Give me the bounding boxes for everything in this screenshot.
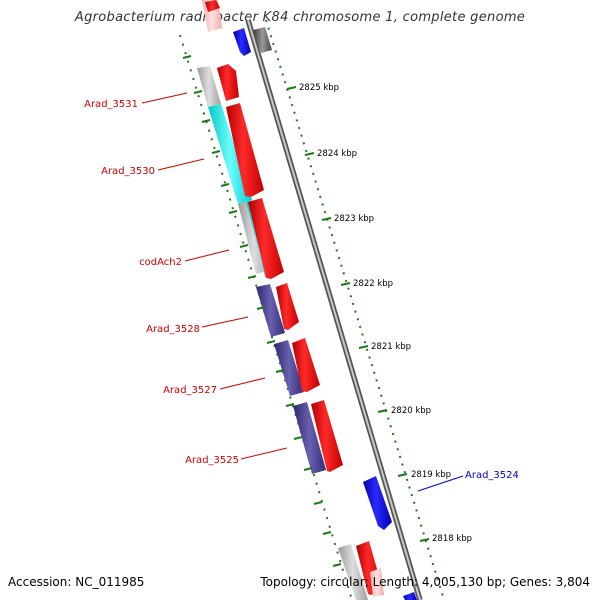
- gene-arrow-forward: [248, 198, 284, 279]
- leader-line: [219, 377, 266, 390]
- genome-backbone-highlight: [247, 19, 421, 600]
- inner-tick: [293, 436, 303, 440]
- gene-arrow-reverse: [233, 28, 251, 56]
- inner-tick: [228, 210, 238, 214]
- inner-ring-ticks: [182, 55, 342, 567]
- gene-arrow-forward-pink: [370, 568, 384, 597]
- feature-navy: [293, 402, 326, 474]
- kbp-tick-label: 2823 kbp: [334, 214, 374, 224]
- leader-line: [141, 92, 188, 104]
- gene-labels: Arad_3531 Arad_3530 codAch2 Arad_3528 Ar…: [84, 99, 519, 481]
- inner-tick: [182, 55, 192, 59]
- gene-label-codach2[interactable]: codAch2: [139, 257, 182, 268]
- reverse-gene-track: [233, 27, 417, 600]
- kbp-tick-mark: [377, 409, 388, 413]
- inner-tick: [256, 306, 266, 310]
- gene-arrow-forward: [217, 64, 239, 101]
- kbp-tick-label: 2821 kbp: [371, 342, 411, 352]
- kbp-tick-label: 2825 kbp: [299, 83, 339, 93]
- inner-tick: [275, 369, 285, 373]
- leader-line: [201, 316, 249, 328]
- kbp-tick-mark: [286, 86, 297, 90]
- kbp-tick-mark: [321, 217, 332, 221]
- leader-line: [240, 447, 288, 460]
- gene-label-arad-3527[interactable]: Arad_3527: [163, 385, 217, 396]
- feature-navy: [256, 284, 285, 337]
- gene-label-arad-3530[interactable]: Arad_3530: [101, 166, 155, 177]
- inner-tick: [322, 531, 332, 535]
- inner-tick: [247, 275, 257, 279]
- inner-tick: [266, 340, 276, 344]
- inner-tick: [239, 244, 249, 248]
- inner-tick: [193, 90, 203, 94]
- kbp-tick-label: 2820 kbp: [391, 406, 431, 416]
- gene-arrow-forward: [226, 103, 264, 197]
- inner-tick: [201, 119, 211, 123]
- inner-tick: [313, 501, 323, 505]
- gene-label-arad-3525[interactable]: Arad_3525: [185, 455, 239, 466]
- inner-tick: [211, 150, 221, 154]
- outer-tick-ring: [265, 19, 445, 600]
- kbp-tick-mark: [397, 473, 408, 477]
- accession-text: Accession: NC_011985: [8, 575, 145, 589]
- leader-line: [184, 249, 230, 262]
- inner-tick: [332, 563, 342, 567]
- inner-tick: [220, 183, 230, 187]
- inner-tick: [303, 467, 313, 471]
- kbp-ticks: 2825 kbp 2824 kbp 2823 kbp 2822 kbp 2821…: [286, 83, 472, 544]
- label-leaders: [141, 92, 464, 492]
- gene-arrow-forward: [311, 400, 343, 472]
- kbp-tick-mark: [340, 282, 351, 286]
- inner-tick: [285, 403, 295, 407]
- gene-label-arad-3531[interactable]: Arad_3531: [84, 99, 138, 110]
- gene-arrow-forward: [205, 0, 220, 12]
- feature-grey: [338, 544, 368, 600]
- kbp-tick-label: 2818 kbp: [432, 534, 472, 544]
- gene-arrow-forward: [292, 338, 320, 392]
- kbp-tick-label: 2824 kbp: [317, 149, 357, 159]
- kbp-tick-mark: [419, 538, 430, 542]
- genome-summary-text: Topology: circular; Length: 4,005,130 bp…: [260, 575, 590, 589]
- feature-navy: [274, 340, 304, 396]
- gene-arrow-reverse: [363, 476, 392, 530]
- gene-label-arad-3524[interactable]: Arad_3524: [465, 470, 519, 481]
- kbp-tick-mark: [358, 345, 369, 349]
- gene-label-arad-3528[interactable]: Arad_3528: [146, 324, 200, 335]
- gene-arrow-reverse-dark: [253, 27, 272, 53]
- forward-gene-track: [205, 0, 384, 597]
- leader-line: [417, 475, 464, 492]
- kbp-tick-label: 2822 kbp: [353, 279, 393, 289]
- gene-arrow-reverse: [403, 592, 417, 600]
- kbp-tick-mark: [304, 152, 315, 156]
- kbp-tick-label: 2819 kbp: [411, 470, 451, 480]
- map-title: Agrobacterium radiobacter K84 chromosome…: [74, 10, 526, 25]
- feature-grey: [197, 66, 221, 107]
- feature-cyan: [208, 104, 252, 204]
- leader-line: [157, 158, 205, 171]
- gene-arrow-forward: [276, 283, 299, 330]
